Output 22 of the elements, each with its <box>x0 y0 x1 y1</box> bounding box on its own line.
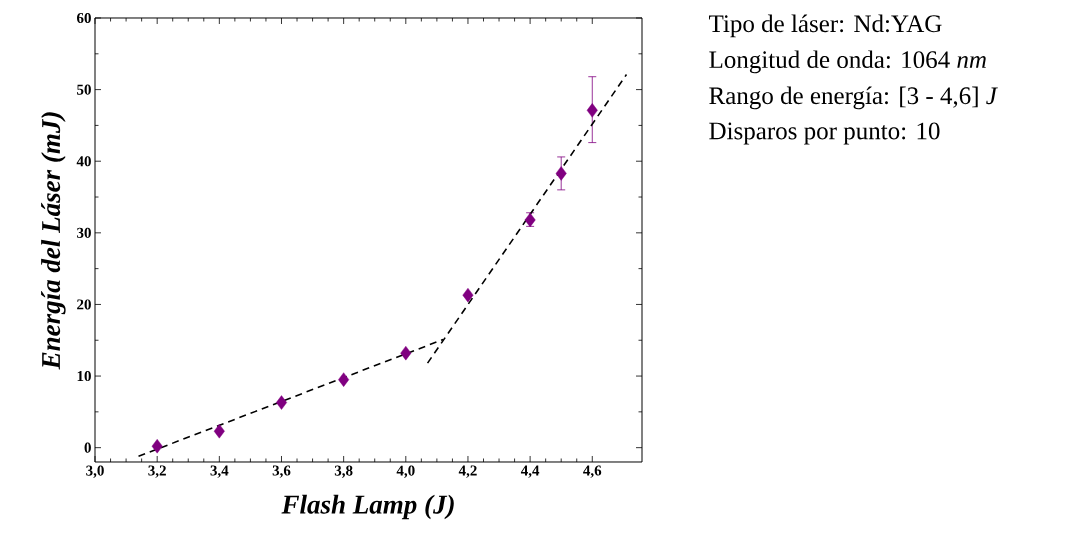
x-tick-label: 4,2 <box>458 465 477 478</box>
y-tick-label: 50 <box>77 84 91 95</box>
y-tick-label: 0 <box>84 442 91 453</box>
y-tick-label: 20 <box>77 299 91 310</box>
y-axis-title: Energía del Láser (mJ) <box>41 112 66 370</box>
x-tick-label: 3,4 <box>210 465 229 478</box>
y-tick-label: 40 <box>76 156 91 167</box>
x-tick-label: 3,8 <box>334 465 353 478</box>
x-tick-label: 4,6 <box>583 465 602 478</box>
text: Longitud de onda: 1064 nm <box>709 50 986 74</box>
x-tick-label: 3,0 <box>86 465 104 478</box>
x-tick-label: 4,0 <box>396 465 415 478</box>
x-tick-label: 3,6 <box>272 465 291 478</box>
y-tick-label: 30 <box>77 227 91 238</box>
text: Rango de energía: [3 - 4,6] J <box>709 86 998 110</box>
x-tick-label: 3,2 <box>148 465 166 478</box>
text: Disparos por punto: 10 <box>709 122 940 145</box>
y-tick-label: 10 <box>77 370 91 382</box>
x-axis-title: Flash Lamp (J) <box>281 494 454 520</box>
x-tick-label: 4,4 <box>520 465 540 478</box>
text: Tipo de láser: Nd:YAG <box>708 14 942 38</box>
y-tick-label: 60 <box>77 12 91 24</box>
